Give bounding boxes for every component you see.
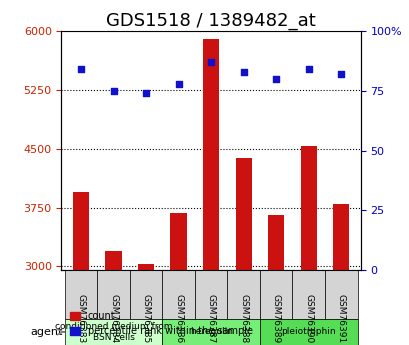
Text: GSM76389: GSM76389 bbox=[271, 294, 280, 343]
Bar bbox=[73, 192, 89, 270]
FancyBboxPatch shape bbox=[162, 270, 194, 319]
Text: GSM76390: GSM76390 bbox=[303, 294, 312, 343]
Point bbox=[207, 59, 214, 65]
FancyBboxPatch shape bbox=[162, 319, 259, 345]
Text: agent: agent bbox=[31, 327, 63, 337]
Text: GSM76384: GSM76384 bbox=[109, 294, 118, 343]
FancyBboxPatch shape bbox=[259, 270, 292, 319]
Text: GSM76383: GSM76383 bbox=[76, 294, 85, 343]
Point bbox=[175, 81, 182, 87]
Bar bbox=[300, 146, 316, 270]
Bar bbox=[105, 251, 121, 270]
Point bbox=[110, 88, 117, 93]
Point bbox=[337, 71, 344, 77]
Point bbox=[78, 67, 84, 72]
FancyBboxPatch shape bbox=[194, 270, 227, 319]
Text: heregulin: heregulin bbox=[189, 327, 232, 336]
Bar bbox=[170, 213, 186, 270]
FancyBboxPatch shape bbox=[227, 270, 259, 319]
Bar bbox=[267, 215, 284, 270]
Text: GSM76391: GSM76391 bbox=[336, 294, 345, 343]
Point bbox=[272, 76, 279, 82]
Bar bbox=[235, 158, 251, 270]
FancyBboxPatch shape bbox=[292, 270, 324, 319]
FancyBboxPatch shape bbox=[130, 270, 162, 319]
Text: conditioned medium from
BSN cells: conditioned medium from BSN cells bbox=[55, 322, 172, 342]
FancyBboxPatch shape bbox=[65, 270, 97, 319]
FancyBboxPatch shape bbox=[65, 319, 162, 345]
Bar bbox=[333, 204, 348, 270]
FancyBboxPatch shape bbox=[324, 270, 357, 319]
Point bbox=[240, 69, 246, 75]
FancyBboxPatch shape bbox=[97, 270, 130, 319]
Bar bbox=[137, 264, 154, 270]
Text: GSM76388: GSM76388 bbox=[238, 294, 247, 343]
FancyBboxPatch shape bbox=[259, 319, 357, 345]
Text: GSM76387: GSM76387 bbox=[206, 294, 215, 343]
Text: GSM76386: GSM76386 bbox=[174, 294, 183, 343]
Title: GDS1518 / 1389482_at: GDS1518 / 1389482_at bbox=[106, 12, 315, 30]
Point bbox=[142, 90, 149, 96]
Point bbox=[305, 67, 311, 72]
Bar bbox=[202, 39, 219, 270]
Text: pleiotrophin: pleiotrophin bbox=[281, 327, 335, 336]
Text: GSM76385: GSM76385 bbox=[141, 294, 150, 343]
Legend: count, percentile rank within the sample: count, percentile rank within the sample bbox=[66, 307, 256, 340]
